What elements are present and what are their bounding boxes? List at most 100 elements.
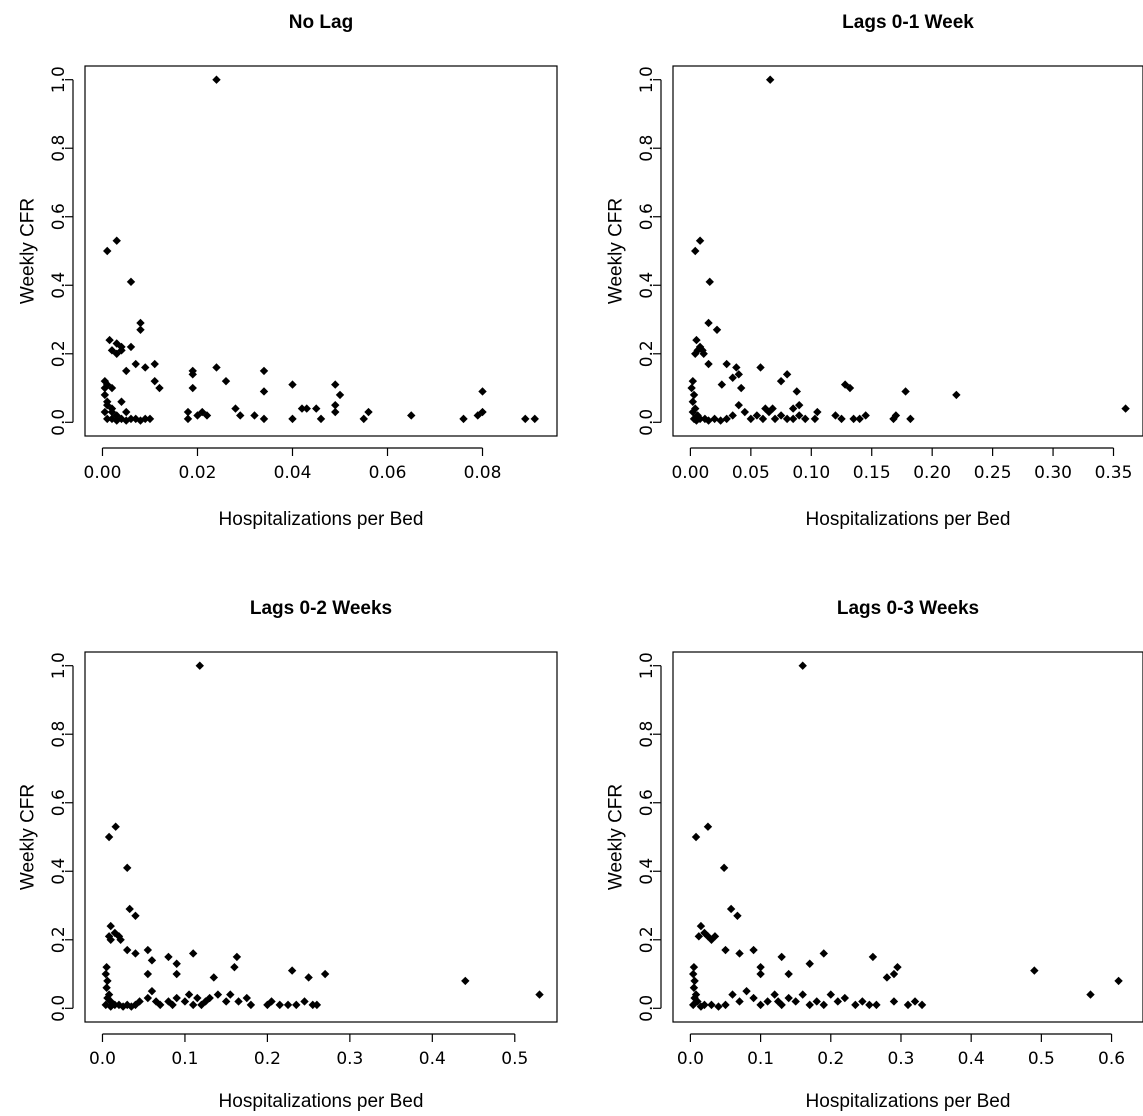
data-point	[473, 411, 482, 420]
data-point	[782, 370, 792, 379]
data-point	[792, 387, 801, 396]
data-point	[910, 997, 920, 1006]
data-point	[246, 1000, 256, 1010]
data-point	[889, 997, 899, 1006]
data-point	[691, 832, 701, 842]
data-point	[791, 997, 800, 1006]
data-point	[164, 952, 173, 962]
data-point	[135, 997, 144, 1006]
data-point	[700, 1000, 709, 1010]
data-point	[226, 990, 235, 999]
data-point	[180, 997, 190, 1006]
data-point	[250, 411, 259, 420]
x-tick-label: 0.04	[274, 463, 312, 483]
data-point	[752, 411, 762, 420]
data-point	[849, 414, 858, 424]
data-point	[297, 404, 307, 413]
data-point	[777, 1000, 786, 1010]
data-point	[749, 993, 758, 1003]
x-tick-label: 0.06	[369, 463, 407, 483]
data-point	[707, 1000, 716, 1010]
x-axis-label: Hospitalizations per Bed	[219, 509, 424, 530]
data-point	[763, 997, 772, 1006]
data-point	[952, 390, 961, 400]
data-point	[316, 414, 326, 424]
data-point	[136, 325, 145, 334]
data-point	[147, 956, 157, 965]
data-point	[693, 346, 702, 355]
data-point	[143, 945, 153, 955]
data-point	[756, 363, 765, 372]
data-point	[530, 414, 539, 424]
data-point	[107, 414, 117, 424]
data-point	[776, 376, 786, 386]
x-tick-label: 0.4	[958, 1049, 985, 1069]
data-point	[193, 411, 202, 420]
y-tick-label: 0.8	[49, 721, 69, 748]
y-tick-label: 0.2	[637, 340, 657, 367]
data-point	[719, 863, 729, 873]
data-point	[891, 411, 901, 420]
x-tick-label: 0.6	[1098, 1049, 1125, 1069]
data-point	[111, 822, 120, 831]
plot-frame	[84, 651, 558, 1023]
data-point	[805, 959, 814, 968]
data-point	[172, 993, 181, 1003]
data-point	[705, 277, 714, 287]
data-point	[777, 952, 786, 962]
data-point	[103, 976, 112, 986]
data-point	[195, 661, 204, 670]
data-point	[106, 935, 115, 944]
y-tick-label: 0.8	[637, 135, 657, 162]
chart-title: Lags 0-3 Weeks	[837, 598, 979, 619]
y-tick-label: 0.6	[637, 203, 657, 230]
x-tick-label: 0.08	[464, 463, 502, 483]
data-point	[183, 407, 193, 417]
data-point	[104, 832, 114, 842]
data-point	[688, 407, 698, 417]
x-axis-label: Hospitalizations per Bed	[219, 1091, 424, 1112]
data-point	[734, 400, 743, 410]
data-point	[359, 414, 368, 424]
data-point	[851, 1000, 860, 1010]
data-point	[872, 1000, 881, 1010]
y-tick-label: 0.0	[637, 995, 657, 1022]
data-point	[212, 363, 221, 372]
data-point	[756, 969, 765, 979]
data-point	[733, 911, 742, 920]
data-point	[742, 986, 751, 996]
data-point	[150, 376, 159, 386]
data-point	[300, 997, 309, 1006]
data-point	[213, 990, 223, 999]
chart-title: No Lag	[289, 12, 353, 33]
x-tick-label: 0.20	[913, 463, 951, 483]
data-point	[122, 407, 131, 417]
data-point	[104, 990, 114, 999]
x-tick-label: 0.05	[732, 463, 770, 483]
data-point	[695, 414, 705, 424]
x-tick-label: 0.35	[1095, 463, 1133, 483]
data-point	[893, 962, 902, 972]
data-point	[782, 414, 792, 424]
data-point	[795, 411, 804, 420]
data-point	[868, 952, 878, 962]
data-point	[805, 1000, 814, 1010]
data-point	[695, 236, 705, 245]
data-point	[304, 973, 313, 982]
data-point	[768, 404, 777, 413]
data-point	[765, 75, 775, 84]
data-point	[230, 962, 239, 972]
data-point	[721, 1000, 730, 1010]
data-point	[126, 277, 136, 287]
x-tick-label: 0.5	[1028, 1049, 1055, 1069]
data-point	[100, 407, 110, 417]
data-point	[125, 904, 134, 914]
data-point	[770, 414, 780, 424]
data-point	[126, 342, 136, 352]
x-tick-label: 0.00	[671, 463, 709, 483]
data-point	[102, 962, 111, 972]
data-point	[764, 407, 774, 417]
data-point	[801, 414, 810, 424]
data-point	[735, 949, 744, 958]
data-point	[188, 949, 198, 958]
